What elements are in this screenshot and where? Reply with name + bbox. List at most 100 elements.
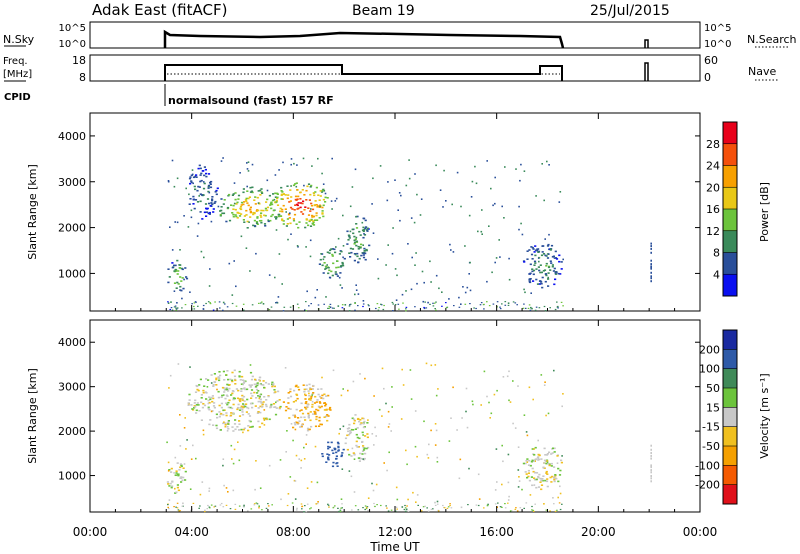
power-echo-cell: [281, 283, 283, 285]
power-echo-cell: [256, 196, 259, 199]
power-echo-cell: [354, 293, 356, 296]
power-echo-cell: [215, 193, 218, 196]
power-echo-cell: [242, 309, 245, 311]
velocity-echo-cell: [277, 390, 280, 393]
power-echo-cell: [333, 307, 335, 309]
power-echo-cell: [382, 308, 385, 311]
power-echo-cell: [173, 270, 176, 272]
power-echo-cell: [322, 190, 326, 192]
power-echo-cell: [207, 301, 210, 303]
velocity-echo-cell: [259, 405, 262, 408]
power-echo-cell: [249, 216, 252, 218]
power-echo-cell: [469, 289, 472, 292]
power-echo-cell: [208, 285, 211, 287]
velocity-echo-cell: [173, 506, 175, 508]
power-echo-cell: [548, 164, 550, 166]
velocity-echo-cell: [234, 503, 237, 505]
velocity-colorbar-swatch: [723, 426, 737, 447]
velocity-echo-cell: [432, 508, 434, 510]
velocity-echo-cell: [295, 454, 298, 457]
power-echo-cell: [198, 186, 201, 188]
velocity-echo-cell: [225, 374, 228, 376]
velocity-echo-cell: [461, 417, 463, 419]
velocity-echo-cell: [524, 462, 527, 465]
velocity-echo-cell: [221, 386, 225, 389]
power-echo-cell: [250, 190, 253, 193]
velocity-echo-cell: [243, 404, 246, 406]
velocity-echo-cell: [231, 371, 234, 374]
velocity-echo-cell: [318, 416, 321, 419]
velocity-echo-cell: [318, 401, 321, 403]
velocity-echo-cell: [171, 485, 174, 487]
power-echo-cell: [494, 261, 496, 264]
power-echo-cell: [362, 217, 365, 220]
velocity-echo-cell: [253, 504, 256, 506]
velocity-echo-cell: [293, 414, 296, 417]
power-echo-cell: [276, 196, 279, 199]
velocity-echo-cell: [331, 465, 335, 468]
velocity-echo-cell: [297, 423, 299, 425]
velocity-echo-cell: [388, 451, 390, 454]
power-echo-cell: [400, 194, 402, 197]
velocity-echo-cell: [245, 403, 248, 405]
velocity-echo-cell: [234, 383, 237, 385]
power-echo-cell: [360, 254, 363, 257]
velocity-echo-cell: [311, 400, 314, 403]
velocity-echo-cell: [238, 429, 241, 431]
power-echo-cell: [321, 206, 324, 209]
velocity-echo-cell: [293, 479, 296, 482]
power-echo-cell: [292, 219, 296, 222]
velocity-echo-cell: [175, 470, 178, 472]
velocity-echo-cell: [326, 414, 329, 416]
power-echo-cell: [348, 252, 351, 254]
power-echo-cell: [471, 180, 474, 183]
velocity-echo-cell: [551, 452, 554, 454]
power-echo-cell: [235, 285, 237, 288]
velocity-echo-cell: [286, 504, 289, 507]
power-echo-cell: [523, 170, 526, 172]
power-echo-cell: [297, 195, 300, 198]
power-echo-cell: [331, 208, 333, 210]
velocity-echo-cell: [307, 415, 310, 418]
velocity-echo-cell: [350, 455, 353, 457]
power-echo-cell: [492, 303, 495, 305]
velocity-echo-cell: [376, 504, 378, 506]
velocity-echo-cell: [540, 479, 543, 482]
velocity-echo-cell: [387, 410, 390, 413]
velocity-echo-cell: [423, 420, 425, 423]
velocity-echo-cell: [211, 400, 214, 403]
velocity-echo-cell: [358, 420, 361, 423]
power-echo-cell: [503, 217, 505, 219]
velocity-echo-cell: [287, 397, 290, 399]
velocity-echo-cell: [337, 449, 340, 451]
velocity-echo-cell: [210, 396, 213, 399]
power-echo-cell: [392, 310, 394, 312]
velocity-echo-cell: [301, 412, 305, 415]
velocity-echo-cell: [327, 458, 330, 461]
power-echo-cell: [174, 264, 177, 267]
power-echo-cell: [282, 310, 285, 312]
power-echo-cell: [379, 165, 382, 167]
power-echo-cell: [548, 233, 550, 236]
power-echo-cell: [554, 273, 557, 275]
velocity-echo-cell: [323, 409, 326, 411]
velocity-echo-cell: [241, 397, 244, 400]
velocity-echo-cell: [205, 392, 208, 394]
power-echo-cell: [199, 167, 202, 170]
velocity-echo-cell: [248, 384, 251, 386]
velocity-echo-cell: [545, 414, 547, 417]
power-echo-cell: [242, 191, 245, 194]
velocity-echo-cell: [404, 510, 407, 512]
velocity-echo-cell: [560, 461, 563, 464]
velocity-echo-cell: [537, 453, 540, 456]
velocity-echo-cell: [287, 392, 290, 394]
power-echo-cell: [262, 303, 265, 305]
velocity-echo-cell: [230, 379, 234, 382]
power-echo-cell: [420, 198, 423, 200]
velocity-echo-cell: [521, 488, 523, 491]
velocity-echo-cell: [304, 406, 307, 409]
power-echo-cell: [526, 258, 529, 260]
velocity-echo-cell: [259, 383, 262, 386]
power-echo-cell: [531, 246, 534, 249]
power-echo-cell: [297, 226, 300, 229]
